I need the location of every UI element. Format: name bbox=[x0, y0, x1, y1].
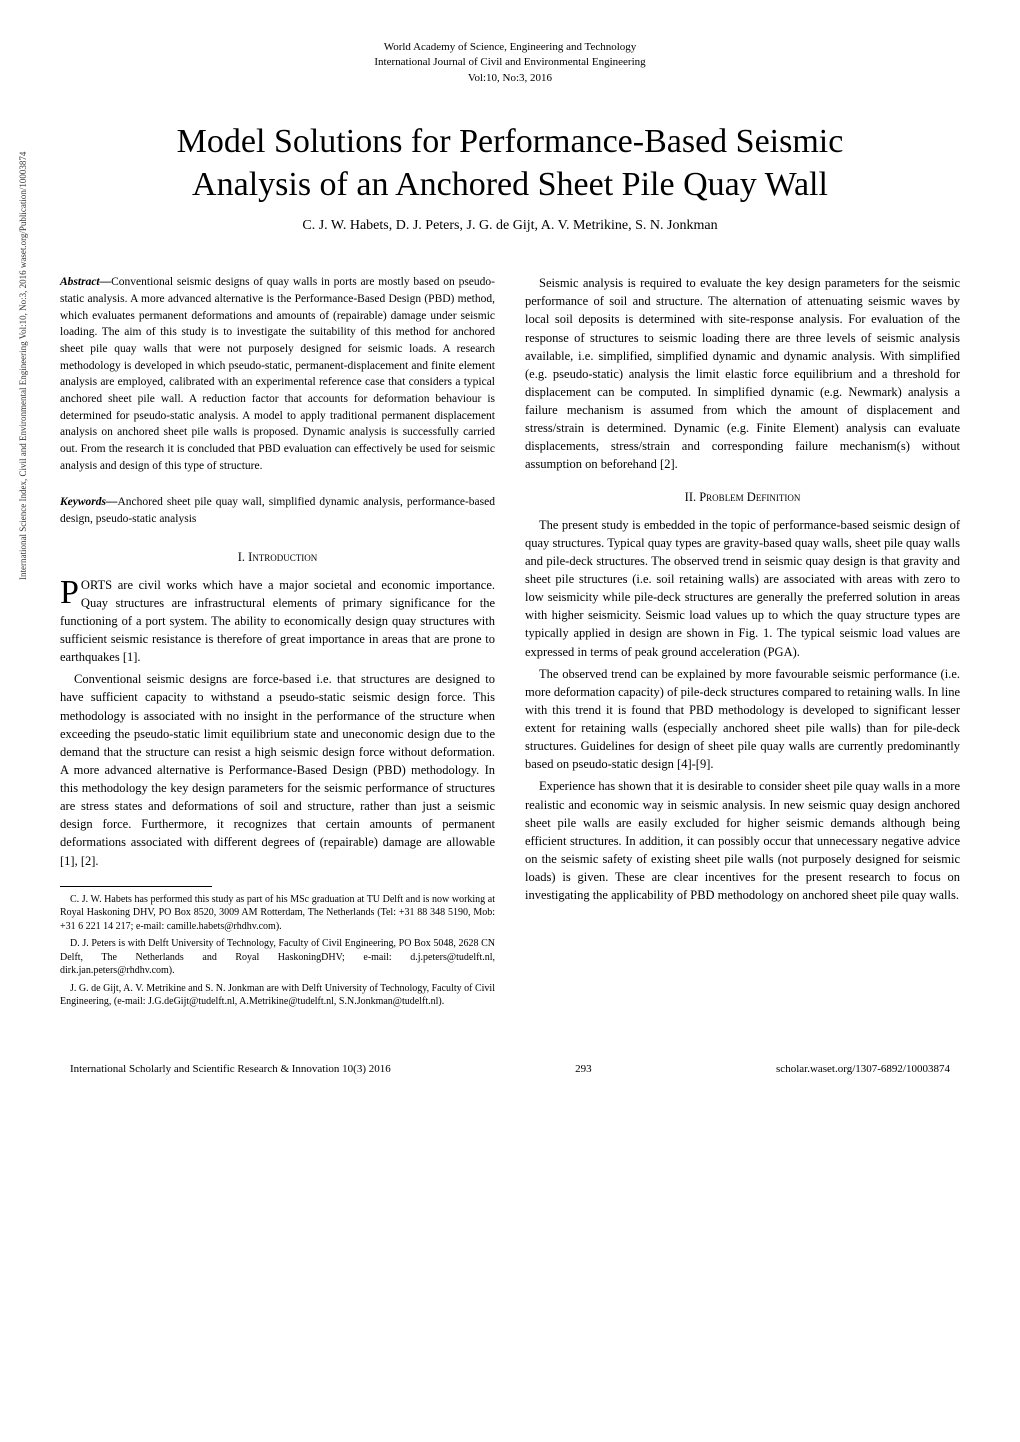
footer-page-number: 293 bbox=[575, 1063, 592, 1075]
keywords-text: Anchored sheet pile quay wall, simplifie… bbox=[60, 496, 495, 525]
title-line1: Model Solutions for Performance-Based Se… bbox=[177, 123, 844, 160]
abstract-text: Conventional seismic designs of quay wal… bbox=[60, 276, 495, 471]
journal-line1: World Academy of Science, Engineering an… bbox=[60, 40, 960, 55]
right-paragraph-2: The present study is embedded in the top… bbox=[525, 516, 960, 661]
abstract-block: Abstract—Conventional seismic designs of… bbox=[60, 274, 495, 474]
intro-paragraph-1: PORTS are civil works which have a major… bbox=[60, 576, 495, 667]
abstract-label: Abstract— bbox=[60, 276, 111, 288]
intro-p1-rest: are civil works which have a major socie… bbox=[60, 578, 495, 665]
footnote-3: J. G. de Gijt, A. V. Metrikine and S. N.… bbox=[60, 982, 495, 1009]
footnote-separator bbox=[60, 886, 212, 887]
section-2-heading: II. Problem Definition bbox=[525, 488, 960, 506]
journal-line2: International Journal of Civil and Envir… bbox=[60, 55, 960, 70]
two-column-layout: Abstract—Conventional seismic designs of… bbox=[60, 274, 960, 1013]
right-paragraph-3: The observed trend can be explained by m… bbox=[525, 665, 960, 774]
footnote-1: C. J. W. Habets has performed this study… bbox=[60, 893, 495, 934]
paper-title: Model Solutions for Performance-Based Se… bbox=[60, 121, 960, 206]
title-line2: Analysis of an Anchored Sheet Pile Quay … bbox=[192, 166, 828, 203]
intro-p1-firstword: ORTS bbox=[81, 578, 112, 592]
keywords-block: Keywords—Anchored sheet pile quay wall, … bbox=[60, 494, 495, 527]
dropcap: P bbox=[60, 576, 81, 607]
side-citation: International Science Index, Civil and E… bbox=[18, 152, 28, 580]
right-column: Seismic analysis is required to evaluate… bbox=[525, 274, 960, 1013]
intro-paragraph-2: Conventional seismic designs are force-b… bbox=[60, 670, 495, 869]
right-paragraph-4: Experience has shown that it is desirabl… bbox=[525, 777, 960, 904]
footnote-2: D. J. Peters is with Delft University of… bbox=[60, 937, 495, 978]
authors: C. J. W. Habets, D. J. Peters, J. G. de … bbox=[60, 218, 960, 234]
section-1-heading: I. Introduction bbox=[60, 548, 495, 566]
keywords-label: Keywords— bbox=[60, 496, 118, 508]
right-paragraph-1: Seismic analysis is required to evaluate… bbox=[525, 274, 960, 473]
footer-left: International Scholarly and Scientific R… bbox=[70, 1063, 391, 1075]
journal-header: World Academy of Science, Engineering an… bbox=[60, 40, 960, 86]
page-footer: International Scholarly and Scientific R… bbox=[60, 1063, 960, 1075]
journal-line3: Vol:10, No:3, 2016 bbox=[60, 71, 960, 86]
left-column: Abstract—Conventional seismic designs of… bbox=[60, 274, 495, 1013]
footer-right: scholar.waset.org/1307-6892/10003874 bbox=[776, 1063, 950, 1075]
